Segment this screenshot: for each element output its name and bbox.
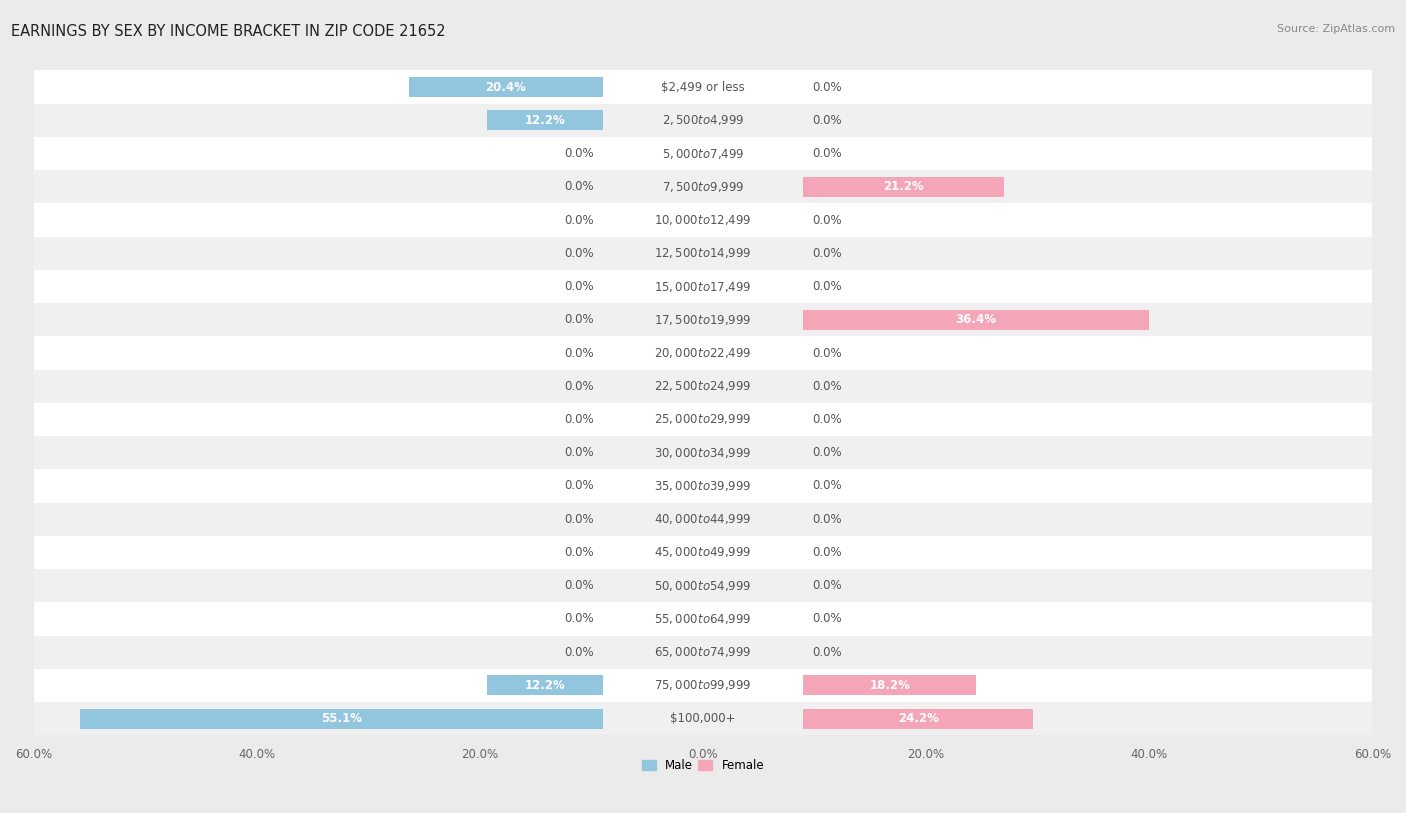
Text: $50,000 to $54,999: $50,000 to $54,999 <box>654 579 752 593</box>
Text: 0.0%: 0.0% <box>564 380 593 393</box>
Text: 0.0%: 0.0% <box>564 214 593 227</box>
Bar <box>803 709 1033 728</box>
Legend: Male, Female: Male, Female <box>637 754 769 776</box>
Text: 0.0%: 0.0% <box>813 513 842 526</box>
Text: 0.0%: 0.0% <box>813 646 842 659</box>
Text: 0.0%: 0.0% <box>564 546 593 559</box>
Bar <box>34 536 1372 569</box>
Bar <box>34 337 1372 370</box>
Bar <box>34 403 1372 436</box>
Text: 0.0%: 0.0% <box>564 147 593 160</box>
Text: 0.0%: 0.0% <box>813 380 842 393</box>
Text: $75,000 to $99,999: $75,000 to $99,999 <box>654 678 752 693</box>
Bar <box>409 77 603 97</box>
Text: 0.0%: 0.0% <box>564 446 593 459</box>
Text: 21.2%: 21.2% <box>883 180 924 193</box>
Text: 0.0%: 0.0% <box>813 280 842 293</box>
Bar <box>34 237 1372 270</box>
Bar <box>34 502 1372 536</box>
Text: 12.2%: 12.2% <box>524 114 565 127</box>
Text: 0.0%: 0.0% <box>564 612 593 625</box>
Text: 0.0%: 0.0% <box>813 214 842 227</box>
Text: 0.0%: 0.0% <box>813 346 842 359</box>
Text: 0.0%: 0.0% <box>813 247 842 260</box>
Text: $65,000 to $74,999: $65,000 to $74,999 <box>654 646 752 659</box>
Text: $55,000 to $64,999: $55,000 to $64,999 <box>654 612 752 626</box>
Text: EARNINGS BY SEX BY INCOME BRACKET IN ZIP CODE 21652: EARNINGS BY SEX BY INCOME BRACKET IN ZIP… <box>11 24 446 39</box>
Text: 0.0%: 0.0% <box>813 480 842 493</box>
Text: $45,000 to $49,999: $45,000 to $49,999 <box>654 546 752 559</box>
Bar <box>803 310 1149 330</box>
Text: 0.0%: 0.0% <box>564 480 593 493</box>
Bar <box>34 137 1372 170</box>
Text: $2,500 to $4,999: $2,500 to $4,999 <box>662 113 744 128</box>
Text: $10,000 to $12,499: $10,000 to $12,499 <box>654 213 752 227</box>
Bar <box>486 676 603 695</box>
Text: $40,000 to $44,999: $40,000 to $44,999 <box>654 512 752 526</box>
Bar <box>34 170 1372 203</box>
Bar <box>34 203 1372 237</box>
Text: $20,000 to $22,499: $20,000 to $22,499 <box>654 346 752 360</box>
Text: $25,000 to $29,999: $25,000 to $29,999 <box>654 412 752 427</box>
Text: $30,000 to $34,999: $30,000 to $34,999 <box>654 446 752 459</box>
Bar <box>34 669 1372 702</box>
Bar <box>803 176 1004 197</box>
Text: $100,000+: $100,000+ <box>671 712 735 725</box>
Bar <box>34 71 1372 104</box>
Text: 0.0%: 0.0% <box>813 114 842 127</box>
Text: 0.0%: 0.0% <box>813 612 842 625</box>
Text: 36.4%: 36.4% <box>956 313 997 326</box>
Bar <box>34 436 1372 469</box>
Text: 0.0%: 0.0% <box>564 346 593 359</box>
Text: 0.0%: 0.0% <box>813 446 842 459</box>
Text: 0.0%: 0.0% <box>564 280 593 293</box>
Text: 0.0%: 0.0% <box>564 513 593 526</box>
Text: $12,500 to $14,999: $12,500 to $14,999 <box>654 246 752 260</box>
Text: 0.0%: 0.0% <box>564 180 593 193</box>
Text: $2,499 or less: $2,499 or less <box>661 80 745 93</box>
Bar <box>34 104 1372 137</box>
Text: 0.0%: 0.0% <box>564 646 593 659</box>
Text: $5,000 to $7,499: $5,000 to $7,499 <box>662 146 744 160</box>
Bar <box>486 111 603 130</box>
Bar <box>34 469 1372 502</box>
Bar <box>80 709 603 728</box>
Bar <box>34 702 1372 735</box>
Bar <box>34 370 1372 403</box>
Bar <box>803 676 976 695</box>
Bar <box>34 270 1372 303</box>
Text: 0.0%: 0.0% <box>564 313 593 326</box>
Text: $35,000 to $39,999: $35,000 to $39,999 <box>654 479 752 493</box>
Bar <box>34 303 1372 337</box>
Text: $7,500 to $9,999: $7,500 to $9,999 <box>662 180 744 193</box>
Text: 0.0%: 0.0% <box>813 579 842 592</box>
Text: 0.0%: 0.0% <box>813 147 842 160</box>
Bar <box>34 602 1372 636</box>
Text: 0.0%: 0.0% <box>813 80 842 93</box>
Text: $22,500 to $24,999: $22,500 to $24,999 <box>654 379 752 393</box>
Text: 55.1%: 55.1% <box>321 712 361 725</box>
Text: 18.2%: 18.2% <box>869 679 910 692</box>
Text: $15,000 to $17,499: $15,000 to $17,499 <box>654 280 752 293</box>
Text: 12.2%: 12.2% <box>524 679 565 692</box>
Text: 20.4%: 20.4% <box>485 80 526 93</box>
Text: 24.2%: 24.2% <box>897 712 939 725</box>
Text: Source: ZipAtlas.com: Source: ZipAtlas.com <box>1277 24 1395 34</box>
Bar <box>34 569 1372 602</box>
Text: 0.0%: 0.0% <box>813 413 842 426</box>
Text: 0.0%: 0.0% <box>564 579 593 592</box>
Bar <box>34 636 1372 669</box>
Text: $17,500 to $19,999: $17,500 to $19,999 <box>654 313 752 327</box>
Text: 0.0%: 0.0% <box>813 546 842 559</box>
Text: 0.0%: 0.0% <box>564 413 593 426</box>
Text: 0.0%: 0.0% <box>564 247 593 260</box>
